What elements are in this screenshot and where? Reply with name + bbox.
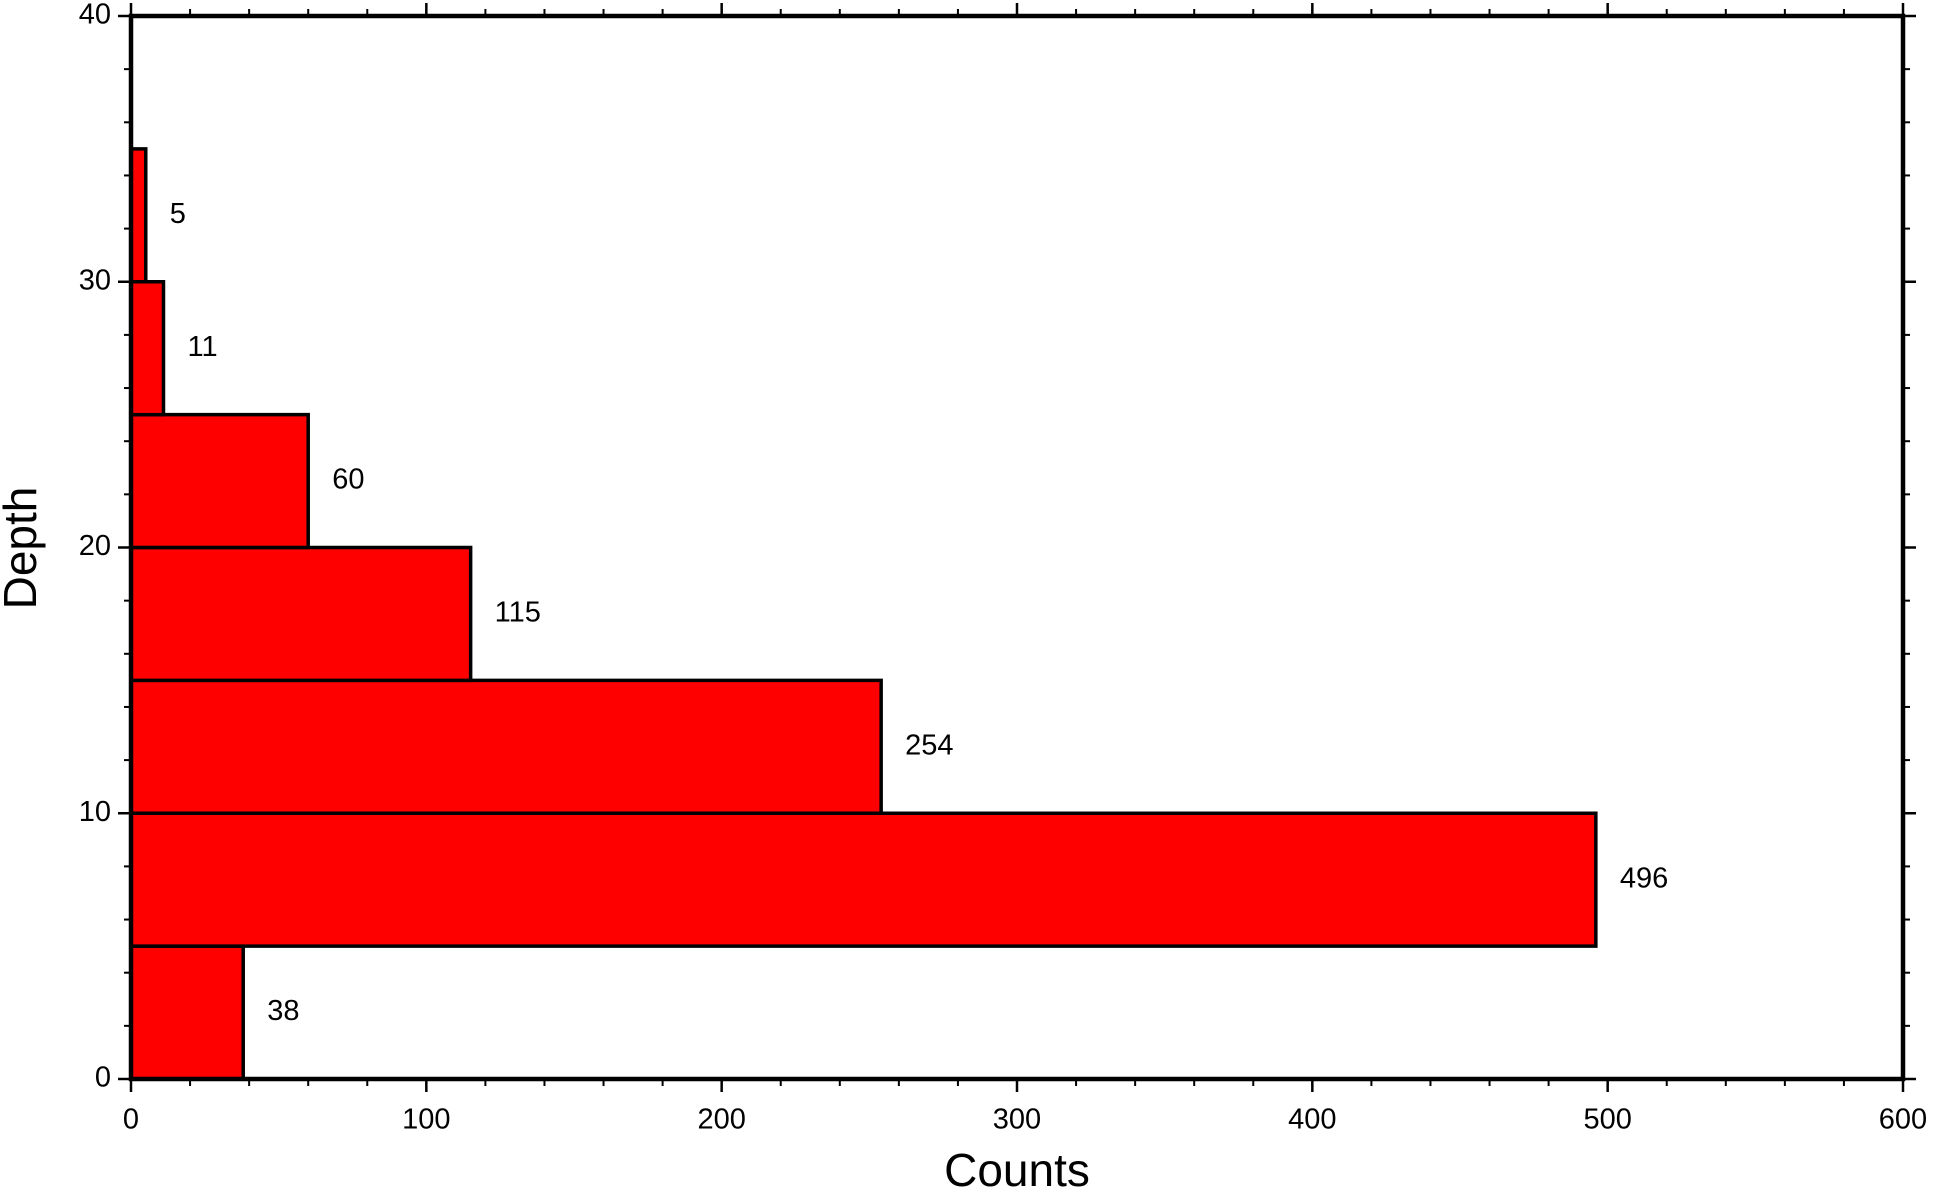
y-tick-label: 10 — [79, 796, 111, 828]
plot-frame — [128, 13, 1906, 1082]
x-tick-label: 300 — [993, 1104, 1041, 1136]
bar — [129, 545, 473, 683]
x-tick-label: 100 — [402, 1104, 450, 1136]
y-tick-label: 20 — [79, 530, 111, 562]
x-tick-label: 500 — [1583, 1104, 1631, 1136]
value-label: 38 — [267, 995, 299, 1027]
value-label: 115 — [495, 597, 541, 629]
value-label: 11 — [187, 331, 217, 363]
bar — [129, 280, 166, 417]
y-tick-label: 40 — [79, 0, 111, 31]
x-tick-label: 400 — [1288, 1104, 1336, 1136]
y-tick-label: 0 — [95, 1062, 111, 1094]
x-tick-label: 0 — [123, 1104, 139, 1136]
value-label: 496 — [1620, 862, 1668, 894]
y-axis-label: Depth — [0, 487, 46, 610]
value-label: 254 — [905, 729, 953, 761]
x-tick-label: 600 — [1879, 1104, 1927, 1136]
x-axis-label: Counts — [944, 1144, 1090, 1196]
bar — [129, 678, 883, 815]
bar — [129, 412, 310, 550]
y-tick-label: 30 — [79, 264, 111, 296]
value-label: 60 — [332, 464, 364, 496]
bar — [129, 811, 1598, 948]
x-tick-label: 200 — [697, 1104, 745, 1136]
bar — [129, 944, 245, 1081]
value-label: 5 — [170, 198, 186, 230]
